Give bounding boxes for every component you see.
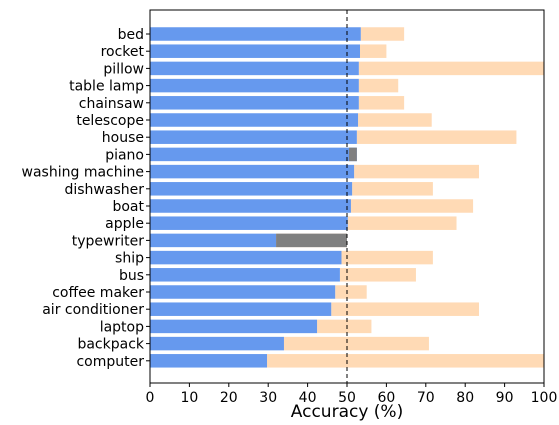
bar-secondary-dishwasher: [352, 182, 433, 196]
y-tick-label-piano: piano: [105, 147, 144, 163]
bar-secondary-computer: [267, 354, 544, 368]
x-tick-label-20: 20: [220, 390, 238, 406]
y-tick-label-laptop: laptop: [100, 319, 144, 335]
bar-primary-apple: [150, 216, 348, 230]
y-tick-label-washing-machine: washing machine: [22, 165, 144, 181]
y-tick-label-rocket: rocket: [101, 44, 145, 60]
y-tick-label-boat: boat: [112, 199, 144, 215]
y-tick-label-pillow: pillow: [103, 61, 144, 77]
bar-primary-telescope: [150, 113, 359, 127]
y-tick-label-dishwasher: dishwasher: [64, 182, 144, 198]
x-axis-ticks: 0 10 20 30 40 50 60 70 80 90 100: [146, 383, 558, 406]
bar-primary-bus: [150, 268, 340, 282]
y-tick-label-computer: computer: [76, 354, 144, 370]
y-tick-label-bus: bus: [119, 268, 144, 284]
bar-primary-laptop: [150, 319, 318, 334]
bar-secondary-laptop: [317, 319, 372, 334]
bar-secondary-bus: [339, 268, 416, 282]
bar-secondary-chainsaw: [358, 96, 405, 110]
bar-primary-typewriter: [150, 233, 277, 248]
x-tick-label-30: 30: [259, 390, 277, 406]
x-tick-label-100: 100: [531, 390, 558, 406]
bar-primary-house: [150, 130, 357, 144]
bar-secondary-coffee-maker: [335, 285, 367, 299]
bar-primary-coffee-maker: [150, 285, 336, 299]
bar-primary-table-lamp: [150, 78, 359, 93]
bar-primary-chainsaw: [150, 96, 359, 110]
x-axis-label: Accuracy (%): [291, 402, 403, 422]
x-tick-label-50: 50: [338, 390, 356, 406]
bar-primary-pillow: [150, 61, 359, 76]
y-tick-label-ship: ship: [115, 251, 144, 267]
x-tick-label-80: 80: [456, 390, 474, 406]
x-tick-label-90: 90: [496, 390, 514, 406]
x-tick-label-70: 70: [417, 390, 435, 406]
bar-secondary-rocket: [360, 44, 387, 58]
bar-highlight-piano: [348, 147, 357, 162]
primary-bars: [150, 27, 361, 368]
y-tick-label-table-lamp: table lamp: [69, 79, 144, 95]
bar-primary-dishwasher: [150, 182, 353, 196]
y-tick-label-telescope: telescope: [76, 113, 144, 129]
bar-primary-piano: [150, 147, 357, 162]
x-tick-label-40: 40: [299, 390, 317, 406]
bar-primary-computer: [150, 354, 268, 368]
y-tick-label-typewriter: typewriter: [72, 233, 144, 249]
x-tick-label-0: 0: [146, 390, 155, 406]
y-tick-label-bed: bed: [118, 27, 144, 43]
y-tick-label-coffee-maker: coffee maker: [52, 285, 144, 301]
secondary-bars: [267, 27, 544, 368]
y-tick-label-house: house: [102, 130, 144, 146]
bar-secondary-boat: [350, 199, 474, 213]
bar-primary-air-conditioner: [150, 302, 332, 316]
bar-secondary-telescope: [358, 113, 432, 127]
bar-secondary-house: [356, 130, 517, 144]
bar-secondary-air-conditioner: [331, 302, 479, 316]
highlight-bars: [276, 147, 357, 248]
y-tick-label-air-conditioner: air conditioner: [42, 302, 144, 318]
y-tick-label-backpack: backpack: [77, 337, 144, 353]
bar-secondary-pillow: [358, 61, 544, 76]
bar-primary-rocket: [150, 44, 361, 58]
bar-highlight-typewriter: [276, 233, 347, 248]
bar-secondary-backpack: [283, 336, 429, 351]
y-tick-label-apple: apple: [105, 216, 144, 232]
bar-secondary-washing-machine: [354, 164, 479, 179]
bar-primary-boat: [150, 199, 351, 213]
bar-primary-bed: [150, 27, 361, 41]
bar-secondary-ship: [341, 250, 433, 265]
y-tick-label-chainsaw: chainsaw: [79, 96, 144, 112]
bar-secondary-apple: [347, 216, 457, 230]
bar-secondary-bed: [360, 27, 405, 41]
x-tick-label-60: 60: [377, 390, 395, 406]
bar-primary-washing-machine: [150, 164, 355, 179]
bar-secondary-table-lamp: [358, 78, 399, 93]
x-tick-label-10: 10: [180, 390, 198, 406]
bar-primary-backpack: [150, 336, 284, 351]
bar-primary-ship: [150, 250, 342, 265]
